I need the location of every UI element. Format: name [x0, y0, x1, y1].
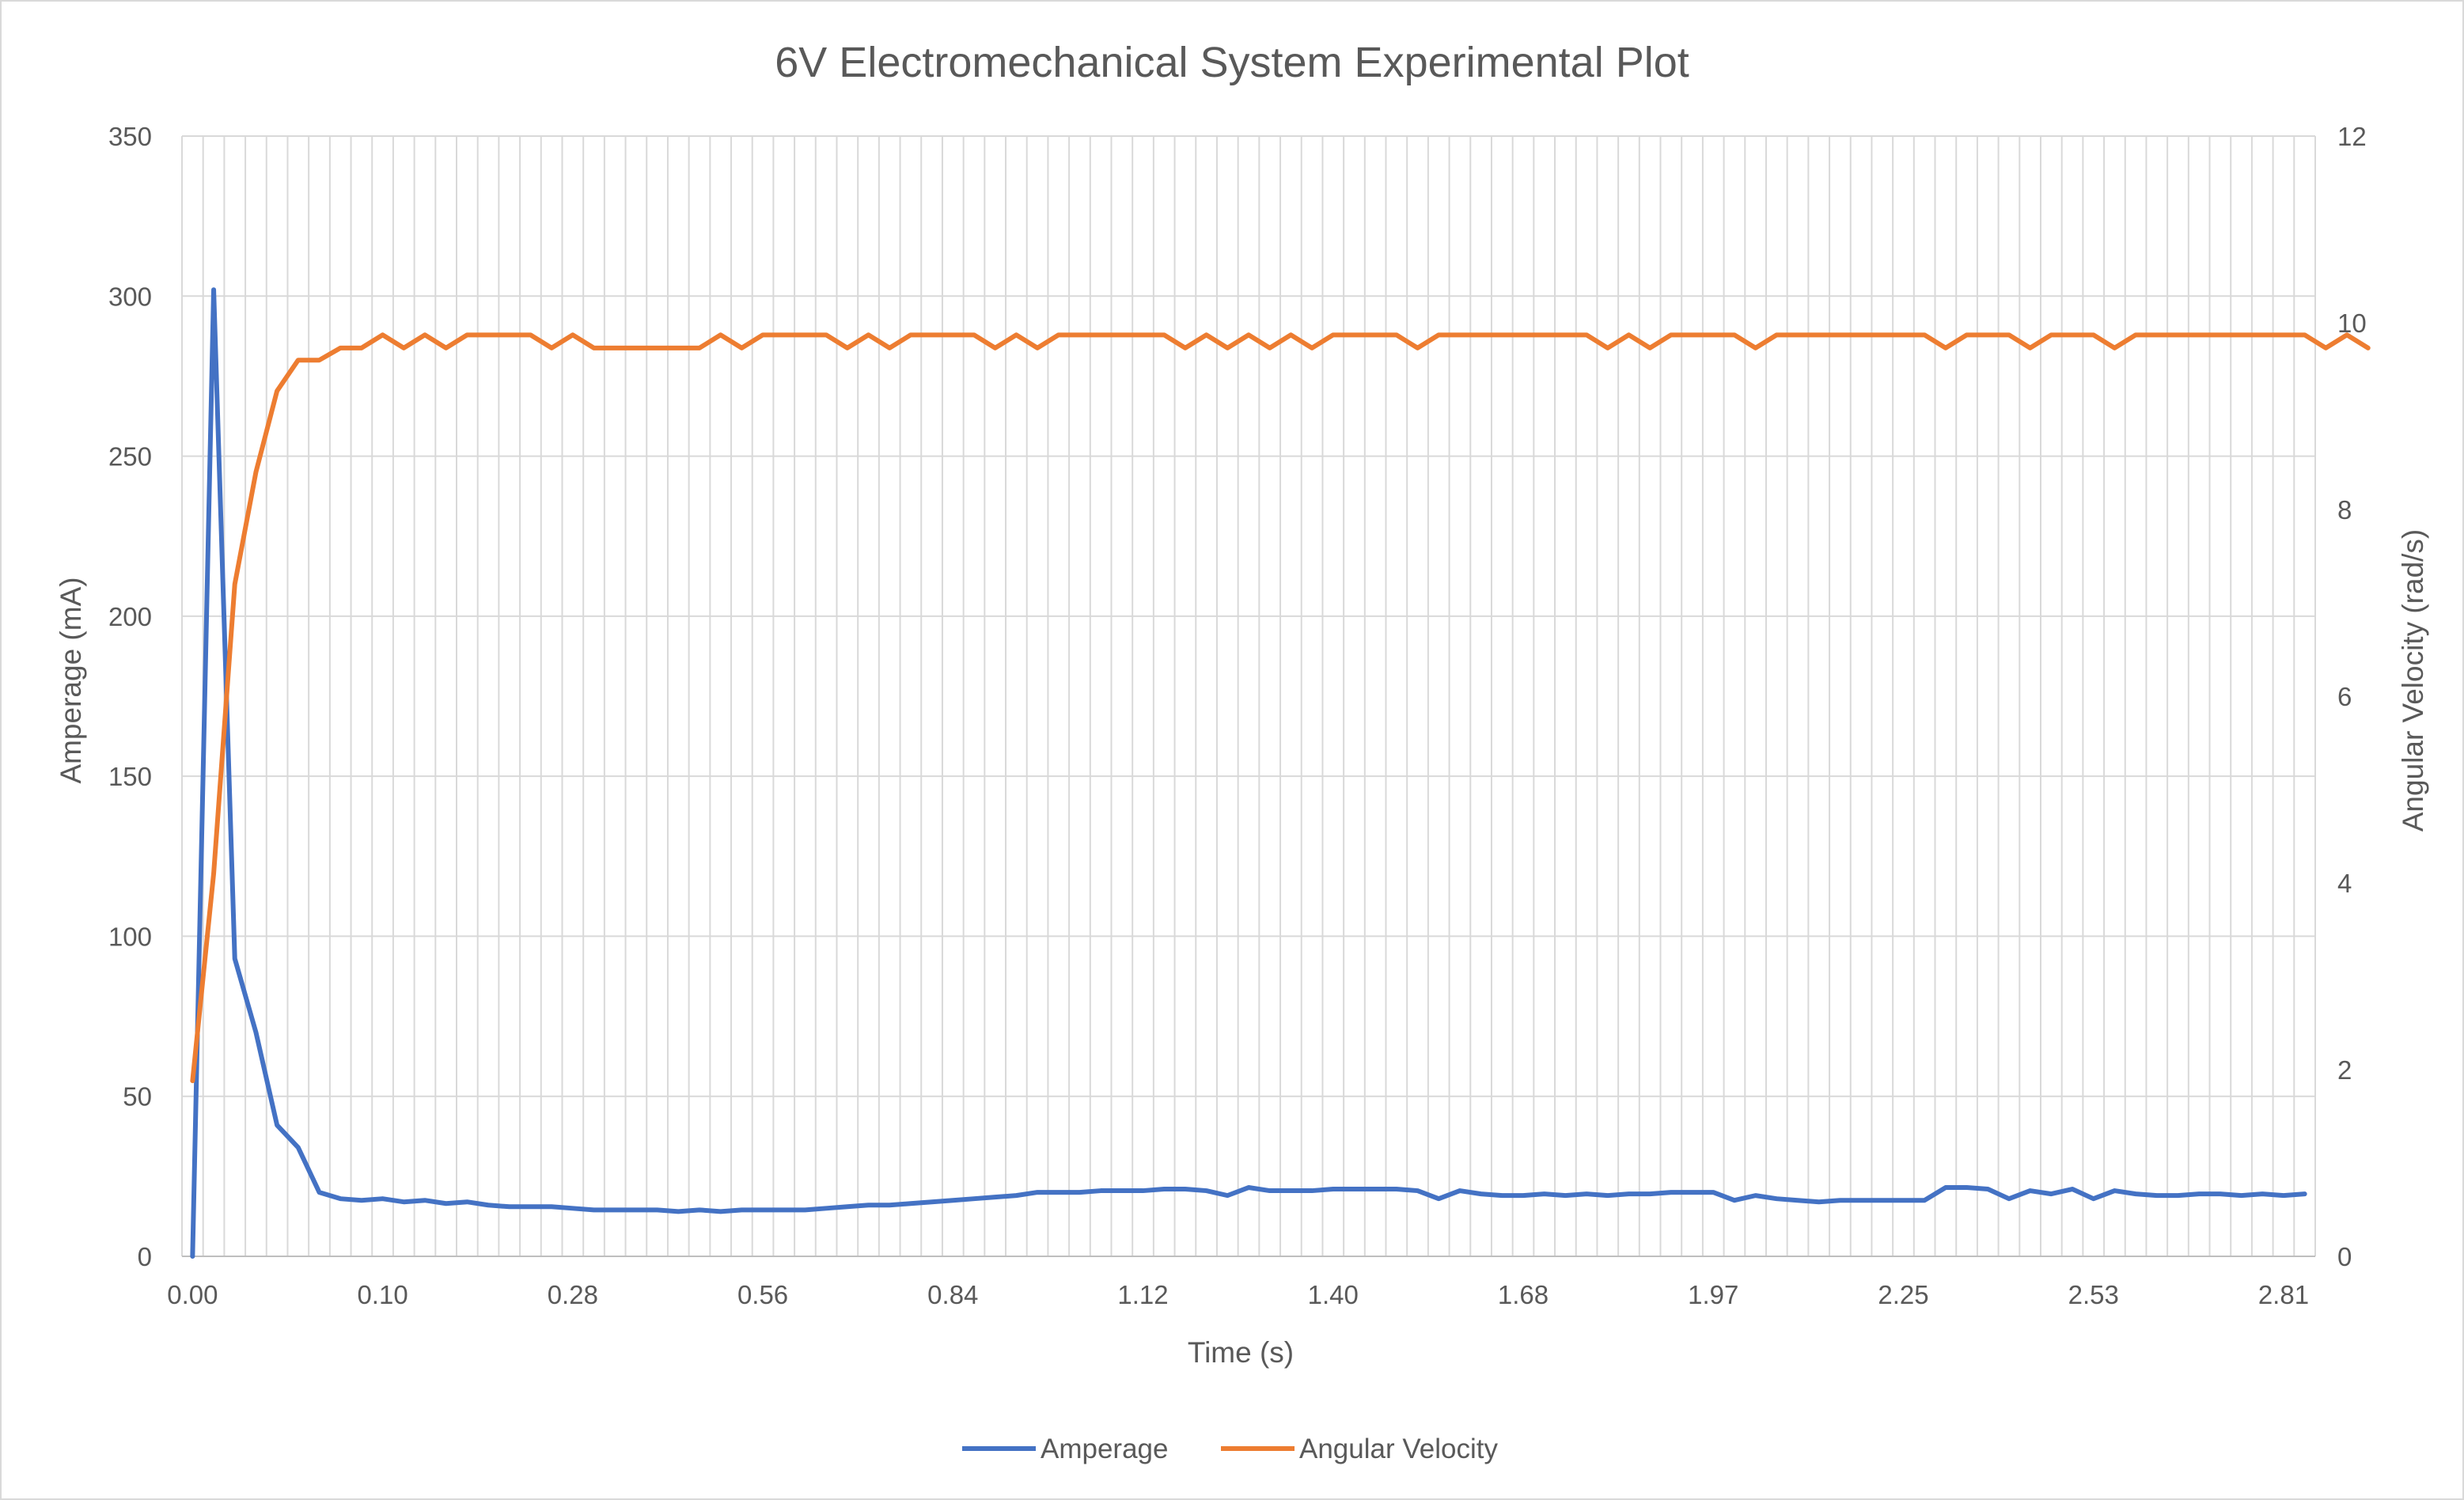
x-tick-label: 1.40	[1308, 1280, 1359, 1309]
x-tick-label: 2.25	[1878, 1280, 1928, 1309]
gridlines	[181, 135, 2316, 1257]
legend: Amperage Angular Velocity	[962, 1434, 1498, 1464]
y-axis-right-title: Angular Velocity (rad/s)	[2397, 529, 2429, 832]
y-left-tick-label: 100	[108, 922, 152, 951]
x-tick-label: 0.28	[548, 1280, 598, 1309]
y-right-tick-label: 0	[2337, 1242, 2352, 1271]
chart-title: 6V Electromechanical System Experimental…	[775, 39, 1689, 86]
y-axis-left-title: Amperage (mA)	[55, 577, 87, 783]
x-tick-label: 0.84	[927, 1280, 978, 1309]
x-tick-label: 0.00	[167, 1280, 218, 1309]
y-right-tick-label: 2	[2337, 1055, 2352, 1085]
tick-labels: 0 50 100 150 200 250 300 350 0 2 4 6 8 10 12 0.00 0.10 0.…	[108, 122, 2367, 1309]
y-left-tick-label: 350	[108, 122, 152, 151]
x-tick-label: 1.97	[1688, 1280, 1738, 1309]
series-lines	[190, 287, 2371, 1259]
y-left-tick-label: 150	[108, 762, 152, 791]
legend-label-amperage: Amperage	[1041, 1434, 1168, 1464]
x-tick-label: 2.81	[2258, 1280, 2309, 1309]
x-tick-label: 0.56	[737, 1280, 788, 1309]
y-left-tick-label: 200	[108, 602, 152, 631]
series-line-amperage	[190, 287, 2307, 1259]
y-left-tick-label: 250	[108, 442, 152, 472]
series-line-angular-velocity	[190, 332, 2371, 1084]
legend-label-angular-velocity: Angular Velocity	[1299, 1434, 1498, 1464]
y-right-tick-label: 10	[2337, 309, 2367, 338]
y-right-tick-label: 8	[2337, 495, 2352, 525]
x-tick-label: 2.53	[2068, 1280, 2119, 1309]
y-right-tick-label: 6	[2337, 682, 2352, 711]
y-left-tick-label: 50	[123, 1082, 152, 1112]
y-left-tick-label: 0	[138, 1242, 152, 1271]
y-right-tick-label: 12	[2337, 122, 2367, 151]
x-tick-label: 1.68	[1498, 1280, 1549, 1309]
y-left-tick-label: 300	[108, 282, 152, 311]
x-axis-title: Time (s)	[1188, 1336, 1294, 1369]
y-right-tick-label: 4	[2337, 869, 2352, 898]
x-tick-label: 0.10	[357, 1280, 408, 1309]
x-tick-label: 1.12	[1117, 1280, 1168, 1309]
